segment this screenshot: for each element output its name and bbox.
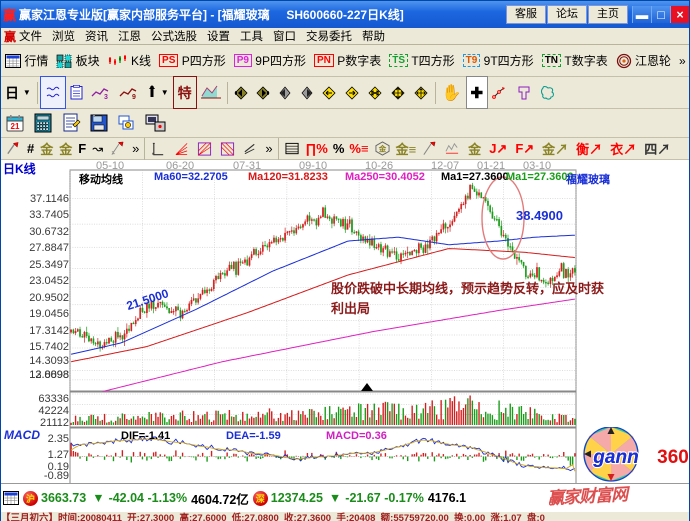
svg-text:21: 21 — [11, 122, 20, 131]
svg-text:3: 3 — [104, 94, 108, 100]
svg-text:9: 9 — [132, 94, 136, 100]
svg-text:金: 金 — [377, 143, 386, 153]
svg-text:360: 360 — [657, 447, 689, 468]
svg-text:gann: gann — [592, 447, 638, 468]
